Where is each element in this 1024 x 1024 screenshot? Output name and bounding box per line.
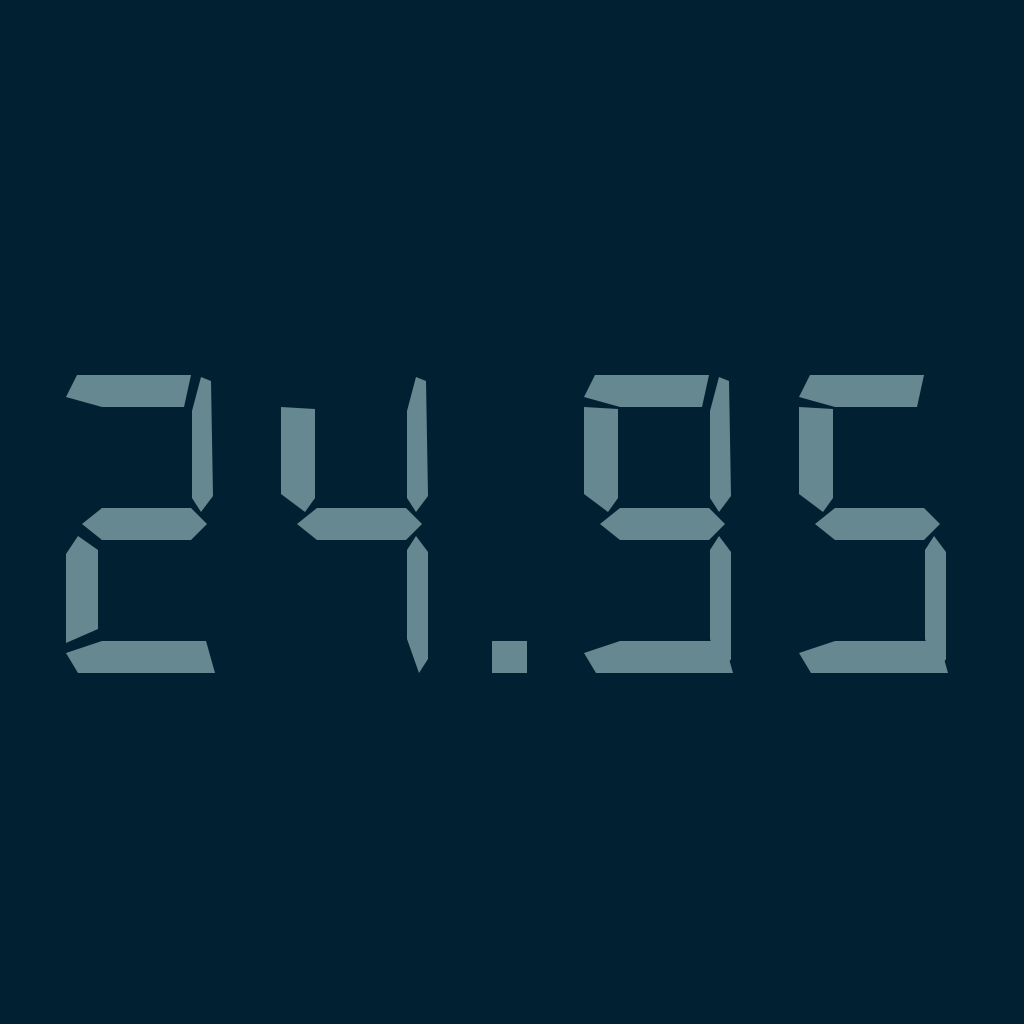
- digit-3-segment-g: [815, 508, 940, 540]
- digit-2-segment-a: [584, 375, 709, 407]
- digit-3-segment-a: [799, 375, 924, 407]
- digit-0-segment-e: [66, 536, 98, 643]
- digit-1-segment-g: [297, 508, 422, 540]
- decimal-point: [492, 641, 527, 673]
- digit-2-segment-d: [584, 641, 733, 673]
- digit-3-segment-c: [925, 536, 946, 673]
- digit-2-segment-b: [710, 377, 731, 512]
- digit-2-segment-c: [710, 536, 731, 673]
- digit-1-segment-f: [281, 407, 315, 512]
- digit-0-segment-b: [192, 377, 213, 512]
- digit-2-segment-g: [600, 508, 725, 540]
- digit-3-segment-d: [799, 641, 948, 673]
- digit-3-segment-f: [799, 407, 833, 512]
- digit-1-segment-b: [407, 377, 428, 512]
- digit-group: [66, 375, 948, 673]
- digit-0-segment-a: [66, 375, 191, 407]
- digit-0-segment-d: [66, 641, 215, 673]
- digit-0-segment-g: [82, 508, 207, 540]
- digit-2-segment-f: [584, 407, 618, 512]
- digit-1-segment-c: [407, 536, 428, 673]
